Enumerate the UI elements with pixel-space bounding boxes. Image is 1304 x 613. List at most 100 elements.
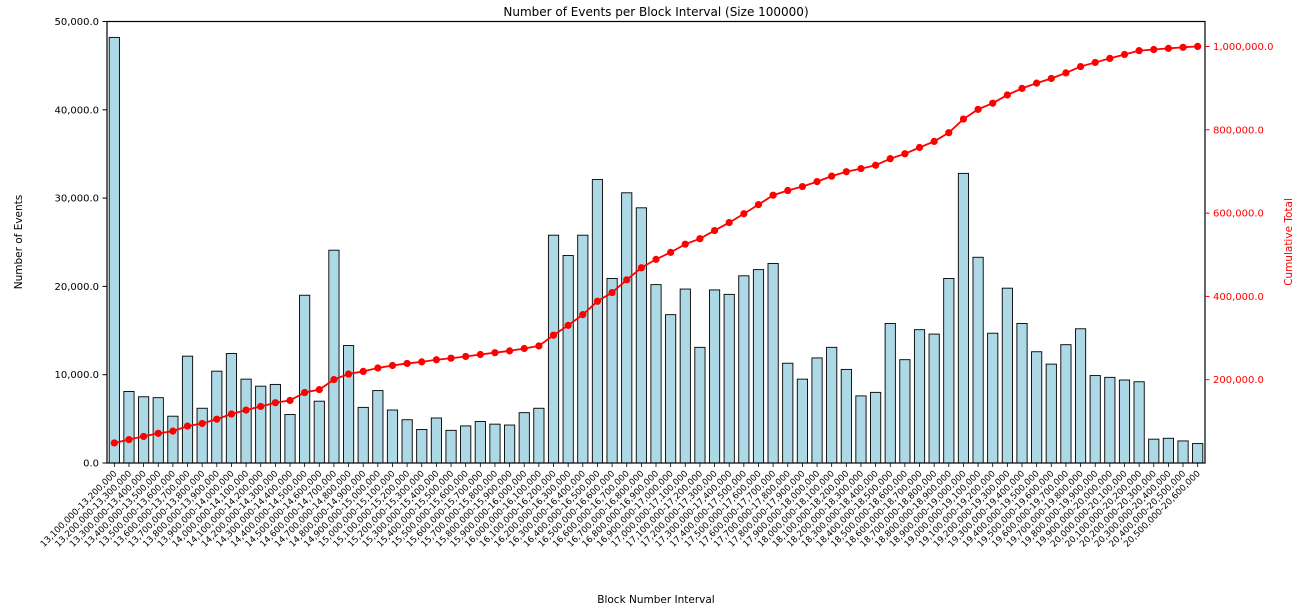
bar [606, 278, 618, 464]
bar [1148, 438, 1160, 464]
bar [225, 353, 238, 464]
cumulative-point [418, 358, 426, 366]
cumulative-point [842, 168, 850, 176]
bar [460, 425, 472, 464]
cumulative-point [1003, 91, 1011, 99]
bar [357, 406, 369, 464]
cumulative-point [769, 191, 777, 199]
left-tick-label: 20,000.0 [54, 282, 99, 293]
cumulative-point [301, 388, 309, 397]
bar [796, 378, 808, 464]
bar [328, 249, 340, 464]
bar [313, 400, 325, 464]
cumulative-point [1018, 84, 1026, 92]
cumulative-point [1062, 69, 1070, 77]
cumulative-point [813, 178, 821, 186]
bar [752, 269, 765, 464]
cumulative-point [154, 429, 162, 437]
bar [708, 289, 721, 464]
bar [138, 396, 150, 464]
cumulative-point [315, 386, 323, 394]
bar [430, 417, 442, 464]
left-tick-label: 30,000.0 [54, 194, 99, 205]
cumulative-point [593, 297, 602, 305]
cumulative-point [1135, 47, 1143, 55]
bar [767, 262, 779, 464]
cumulative-point [1179, 43, 1187, 51]
cumulative-point [344, 370, 353, 378]
bar [1177, 440, 1189, 464]
bar [591, 179, 604, 464]
bar [1001, 287, 1013, 464]
cumulative-point [242, 406, 250, 414]
bar [1074, 328, 1087, 464]
bar [342, 345, 355, 464]
cumulative-point [886, 155, 894, 163]
cumulative-point [374, 364, 382, 372]
bar [694, 346, 706, 464]
bar [650, 284, 662, 464]
bar [562, 255, 574, 464]
bar [943, 278, 955, 464]
cumulative-point [257, 402, 265, 411]
bar [855, 395, 867, 464]
bar [386, 409, 399, 464]
cumulative-point [549, 331, 558, 339]
cumulative-point [754, 201, 763, 209]
bar [782, 362, 794, 464]
right-tick-label: 200,000.0 [1213, 375, 1264, 386]
bar [489, 423, 501, 464]
bar [108, 36, 120, 464]
cumulative-point [330, 375, 338, 384]
cumulative-point [1164, 44, 1172, 52]
cumulative-point [857, 164, 865, 173]
bar [123, 391, 135, 464]
cumulative-point [930, 137, 938, 146]
cumulative-point [915, 143, 924, 152]
cumulative-point [520, 344, 528, 353]
right-tick-label: 600,000.0 [1213, 209, 1264, 220]
cumulative-point [1076, 62, 1085, 71]
bar [181, 355, 194, 464]
cumulative-point [227, 410, 236, 418]
cumulative-point [1150, 45, 1158, 54]
bar [957, 172, 970, 464]
cumulative-point [140, 432, 148, 441]
bar [1118, 379, 1131, 464]
bar [723, 293, 735, 464]
bar [533, 407, 545, 464]
cumulative-point [784, 186, 792, 195]
bar [913, 329, 926, 464]
bar [899, 359, 911, 464]
bar [1031, 351, 1043, 464]
cumulative-point [1091, 58, 1099, 67]
cumulative-point [447, 354, 455, 362]
cumulative-point [696, 235, 704, 243]
x-axis-label: Block Number Interval [597, 594, 714, 606]
cumulative-point [271, 399, 279, 407]
cumulative-point [872, 161, 880, 169]
cumulative-point [1047, 74, 1055, 83]
cumulative-point [183, 422, 192, 430]
cumulative-point [828, 172, 836, 180]
cumulative-point [388, 361, 397, 370]
cumulative-point [945, 129, 953, 137]
bar [665, 314, 677, 464]
cumulative-point [286, 396, 294, 405]
left-tick-label: 40,000.0 [54, 105, 99, 116]
bar [679, 288, 691, 464]
cumulative-point [710, 226, 719, 235]
bar [445, 429, 457, 464]
bar [518, 412, 530, 464]
cumulative-point [169, 427, 177, 435]
bar [416, 429, 428, 464]
cumulative-point [462, 352, 470, 361]
right-axis-label: Cumulative Total [1283, 198, 1295, 286]
cumulative-point [1120, 50, 1129, 59]
bar [635, 207, 647, 464]
cumulative-point [564, 321, 572, 329]
bar [547, 234, 560, 464]
bar [928, 333, 940, 464]
